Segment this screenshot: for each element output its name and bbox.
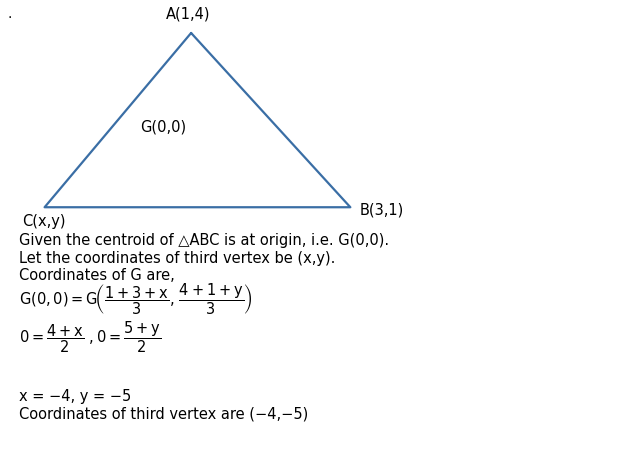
Text: B(3,1): B(3,1) bbox=[360, 202, 404, 217]
Text: Coordinates of third vertex are (−4,−5): Coordinates of third vertex are (−4,−5) bbox=[19, 406, 308, 421]
Text: Let the coordinates of third vertex be (x,y).: Let the coordinates of third vertex be (… bbox=[19, 251, 336, 266]
Text: A(1,4): A(1,4) bbox=[166, 6, 210, 21]
Text: Given the centroid of △ABC is at origin, i.e. G(0,0).: Given the centroid of △ABC is at origin,… bbox=[19, 233, 389, 248]
Text: Coordinates of G are,: Coordinates of G are, bbox=[19, 268, 175, 283]
Text: x = −4, y = −5: x = −4, y = −5 bbox=[19, 389, 131, 404]
Text: .: . bbox=[8, 7, 12, 21]
Text: C(x,y): C(x,y) bbox=[22, 214, 66, 229]
Text: G(0,0): G(0,0) bbox=[140, 120, 186, 135]
Text: $\mathsf{0 = \dfrac{4+x}{2}\ ,0 = \dfrac{5+y}{2}}$: $\mathsf{0 = \dfrac{4+x}{2}\ ,0 = \dfrac… bbox=[19, 319, 162, 355]
Text: $\mathsf{G(0,0) = G\!\left(\dfrac{1+3+x}{3},\,\dfrac{4+1+y}{3}\right)}$: $\mathsf{G(0,0) = G\!\left(\dfrac{1+3+x}… bbox=[19, 281, 253, 317]
